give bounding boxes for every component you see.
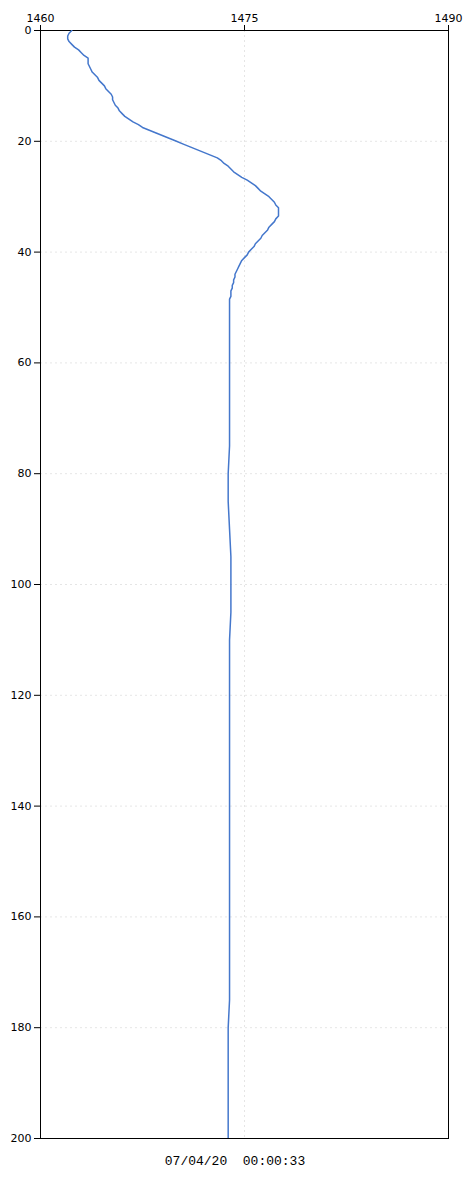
svg-text:0: 0 [25,24,32,37]
svg-text:1490: 1490 [435,12,463,25]
svg-text:1475: 1475 [231,12,259,25]
svg-text:120: 120 [11,689,32,702]
svg-text:200: 200 [11,1132,32,1145]
svg-text:60: 60 [18,356,32,369]
svg-text:80: 80 [18,467,32,480]
svg-text:140: 140 [11,800,32,813]
svg-text:40: 40 [18,246,32,259]
svg-text:20: 20 [18,135,32,148]
svg-text:100: 100 [11,578,32,591]
svg-text:160: 160 [11,910,32,923]
svg-text:180: 180 [11,1021,32,1034]
html-text:07/04/20 00:00:33: 07/04/20 00:00:33 [164,1154,306,1169]
svg-text:1460: 1460 [27,12,55,25]
